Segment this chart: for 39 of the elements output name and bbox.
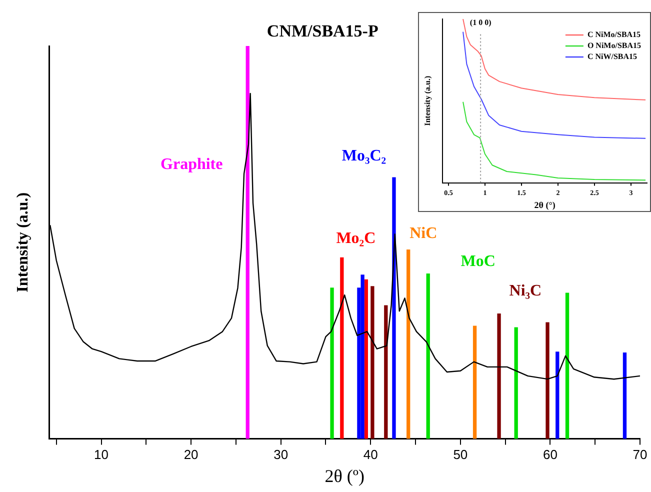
bar [360,274,364,439]
bar [330,288,334,439]
series-label: Ni₃C [509,282,542,300]
bar [472,326,477,439]
bar [565,292,570,439]
chart-title: CNM/SBA15-P [266,21,378,40]
series-label: NiC [410,225,438,242]
bar [406,250,410,439]
bar [384,305,388,439]
bar [340,257,344,439]
ref-line-label: (1 0 0) [470,18,492,28]
y-axis-title: Intensity (a.u.) [14,192,32,292]
series-label: Mo₂C [336,230,376,247]
bar [392,177,396,439]
legend-label: C NiW/SBA15 [587,52,638,62]
x-tick-label: 10 [94,447,109,462]
x-tick-label: 40 [363,447,378,462]
series-label: Graphite [160,156,223,174]
bar [370,286,374,439]
bar [497,314,501,439]
x-axis-title: 2θ (º) [324,466,364,486]
x-axis-title: 2θ (°) [534,200,556,210]
x-tick-label: 70 [632,447,648,462]
bar [622,352,627,439]
series-label: Mo₃C₂ [342,148,386,165]
bar [514,327,518,439]
x-tick-label: 30 [274,447,288,462]
x-tick-label: 60 [542,447,558,462]
legend-label: O NiMo/SBA15 [587,41,642,50]
bar [556,352,560,439]
bar [546,322,550,439]
bar [426,273,430,439]
bar [364,279,368,439]
x-tick-label: 50 [453,447,468,462]
y-axis-title: Intensity (a.u.) [422,76,432,126]
legend-label: C NiMo/SBA15 [587,30,641,40]
series-label: MoC [460,252,496,270]
x-tick-label: 20 [184,447,198,462]
bar [246,46,250,439]
